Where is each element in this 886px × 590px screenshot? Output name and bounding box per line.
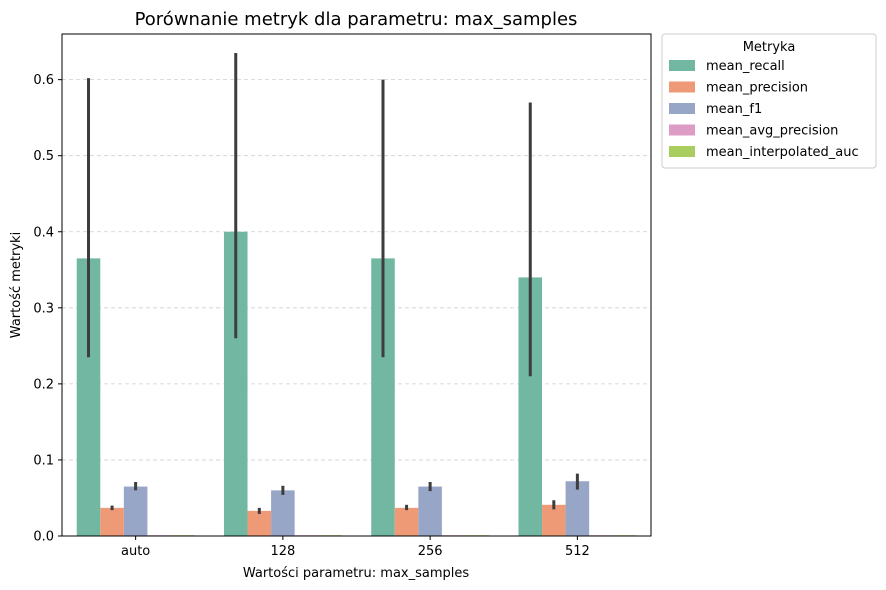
x-axis-label: Wartości parametru: max_samples <box>243 566 470 581</box>
legend-swatch-mean_interpolated_auc <box>669 146 695 157</box>
x-tick-label: 128 <box>270 544 295 559</box>
bar-mean_f1-auto <box>123 486 148 536</box>
y-tick-label: 0.3 <box>33 301 54 316</box>
bar-mean_f1-512 <box>565 481 590 536</box>
plot-frame <box>61 33 652 537</box>
y-axis-label: Wartość metryki <box>9 232 24 338</box>
legend-frame <box>661 33 877 169</box>
bar-mean_f1-128 <box>271 490 295 536</box>
y-tick-label: 0.4 <box>33 225 54 240</box>
legend-swatch-mean_precision <box>669 81 695 93</box>
legend-swatch-mean_f1 <box>669 103 695 114</box>
legend-label-mean_precision: mean_precision <box>706 81 808 96</box>
legend-label-mean_f1: mean_f1 <box>706 102 762 117</box>
legend-items: mean_recall mean_precision mean_f1 mean_avg… <box>669 59 859 160</box>
legend-swatch-mean_avg_precision <box>669 124 695 136</box>
legend-swatch-mean_recall <box>669 60 695 71</box>
x-tick-label: 256 <box>418 544 443 559</box>
y-axis: 0.0 0.1 0.2 0.3 0.4 0.5 0.6 <box>33 73 62 545</box>
y-tick-label: 0.2 <box>33 377 54 392</box>
bar-mean_recall-256 <box>371 258 395 536</box>
y-tick-label: 0.0 <box>33 530 54 545</box>
legend-label-mean_recall: mean_recall <box>706 59 785 74</box>
chart-title: Porównanie metryk dla parametru: max_sam… <box>135 9 578 30</box>
y-tick-label: 0.1 <box>33 453 54 468</box>
legend-title: Metryka <box>743 40 796 55</box>
error-bars <box>87 53 579 514</box>
bar-mean_f1-256 <box>418 486 442 536</box>
y-tick-label: 0.5 <box>33 149 54 164</box>
legend: Metryka mean_recall mean_precision mean_f1… <box>661 33 877 169</box>
y-tick-label: 0.6 <box>33 73 54 88</box>
x-axis: auto 128 256 512 <box>121 536 590 559</box>
bar-mean_recall-128 <box>223 231 248 536</box>
bar-mean_precision-auto <box>100 507 124 536</box>
x-tick-label: auto <box>121 544 150 559</box>
bar-mean_recall-512 <box>518 277 543 536</box>
bar-mean_precision-256 <box>394 507 419 536</box>
grid-lines <box>62 79 651 461</box>
bar-mean_recall-auto <box>76 258 101 536</box>
legend-label-mean_avg_precision: mean_avg_precision <box>706 124 838 139</box>
bar-mean_precision-512 <box>542 504 566 536</box>
x-tick-label: 512 <box>565 544 590 559</box>
bar-mean_precision-128 <box>247 510 272 536</box>
legend-label-mean_interpolated_auc: mean_interpolated_auc <box>706 145 859 160</box>
